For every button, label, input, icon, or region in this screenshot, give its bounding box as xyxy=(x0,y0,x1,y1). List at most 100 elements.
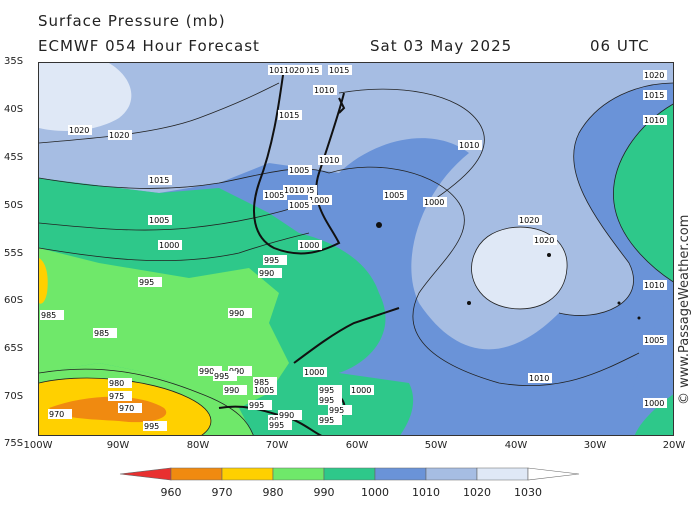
isobar-label-bg xyxy=(143,421,167,431)
isobar-label-bg xyxy=(278,110,302,120)
isobar-label: 1020 xyxy=(644,71,664,80)
fill-west-tip xyxy=(39,258,48,304)
high-center xyxy=(471,227,568,309)
isobar-label-bg xyxy=(298,65,322,75)
isobar-label-bg xyxy=(148,175,172,185)
isobar-label-bg xyxy=(263,255,287,265)
isobar-label: 970 xyxy=(49,410,64,419)
isobar-label: 995 xyxy=(144,422,159,431)
legend-tick-label: 1030 xyxy=(514,486,542,499)
isobar-label-bg xyxy=(643,280,667,290)
isobar-label-bg xyxy=(308,195,332,205)
isobar-label-bg xyxy=(148,215,172,225)
isobar-label-bg xyxy=(223,385,247,395)
isobar-label: 970 xyxy=(119,404,134,413)
isobar-label-bg xyxy=(528,373,552,383)
isobar-label: 1000 xyxy=(304,368,324,377)
isobar-label-bg xyxy=(328,405,352,415)
isobar-label-bg xyxy=(253,377,277,387)
isobar-label-bg xyxy=(328,65,352,75)
fill-east-blue xyxy=(619,286,673,435)
lat-label: 65S xyxy=(4,343,24,354)
isobar-label: 1010 xyxy=(284,186,304,195)
lon-label: 60W xyxy=(345,440,369,451)
isobar-label: 975 xyxy=(109,392,124,401)
isobar-label-bg xyxy=(68,125,92,135)
isobar-label-bg xyxy=(118,403,142,413)
legend-swatch xyxy=(272,467,325,481)
isobar-label-bg xyxy=(318,415,342,425)
isobar-label: 995 xyxy=(269,421,284,430)
islands xyxy=(376,222,641,320)
legend-swatch xyxy=(170,467,223,481)
isobar-label-bg xyxy=(48,409,72,419)
isobar-label-bg xyxy=(643,90,667,100)
isobar-label: 995 xyxy=(329,406,344,415)
isobar-label-bg xyxy=(93,328,117,338)
isobar-label-bg xyxy=(318,395,342,405)
isobar-label: 990 xyxy=(199,367,214,376)
isobar-label: 1000 xyxy=(159,241,179,250)
isobar-label-bg xyxy=(228,366,252,376)
lat-label: 40S xyxy=(4,104,24,115)
isobar-label-bg xyxy=(643,335,667,345)
isobar-label-bg xyxy=(288,200,312,210)
legend-swatch xyxy=(527,467,580,481)
isobar-label-bg xyxy=(318,385,342,395)
isobar-label: 1020 xyxy=(534,236,554,245)
isobar-label: 995 xyxy=(249,401,264,410)
lon-label: 80W xyxy=(186,440,210,451)
isobar-label-bg xyxy=(228,308,252,318)
legend-swatch xyxy=(221,467,274,481)
isobar-label: 1005 xyxy=(644,336,664,345)
legend-tick-label: 980 xyxy=(263,486,284,499)
isobar-label: 1015 xyxy=(149,176,169,185)
credit-text: © www.PassageWeather.com xyxy=(677,215,692,405)
forecast-time: 06 UTC xyxy=(590,37,650,55)
isobar-label-bg xyxy=(318,155,342,165)
isobar-label-bg xyxy=(258,268,282,278)
lat-label: 60S xyxy=(4,295,24,306)
isobar-label-bg xyxy=(283,185,307,195)
isobar-label-bg xyxy=(268,420,292,430)
isobar-label: 990 xyxy=(229,309,244,318)
isobar-label-bg xyxy=(283,65,307,75)
isobar-label-bg xyxy=(643,115,667,125)
isobar-label: 1000 xyxy=(309,196,329,205)
lon-label: 90W xyxy=(106,440,130,451)
isobar-label: 1015 xyxy=(269,66,289,75)
isobar-label-bg xyxy=(213,371,237,381)
legend-tick-label: 990 xyxy=(314,486,335,499)
lat-label: 55S xyxy=(4,248,24,259)
color-legend: 960 970 980 990 1000 1010 1020 1030 xyxy=(119,467,580,499)
isobar-label-bg xyxy=(533,235,557,245)
lon-label: 30W xyxy=(583,440,607,451)
isobar-label: 1000 xyxy=(299,241,319,250)
isobar-labels: 1020101510151015101010101005100510051005… xyxy=(40,65,667,431)
isobar-label: 995 xyxy=(319,396,334,405)
isobar-label: 1005 xyxy=(289,166,309,175)
isobar-label: 1005 xyxy=(149,216,169,225)
isobar-label: 1020 xyxy=(69,126,89,135)
isobar-label: 1010 xyxy=(529,374,549,383)
isobar-label: 990 xyxy=(259,269,274,278)
lat-label: 70S xyxy=(4,391,24,402)
isobar-label: 1015 xyxy=(299,66,319,75)
legend-tick-label: 1000 xyxy=(361,486,389,499)
isobar-label: 1015 xyxy=(329,66,349,75)
isobar-label-bg xyxy=(108,391,132,401)
legend-tick-label: 960 xyxy=(161,486,182,499)
isobar-label-bg xyxy=(158,240,182,250)
lat-label: 50S xyxy=(4,200,24,211)
isobar-label: 1010 xyxy=(644,281,664,290)
isobar-label: 995 xyxy=(214,372,229,381)
isobar-label: 1000 xyxy=(644,399,664,408)
legend-tick-label: 1020 xyxy=(463,486,491,499)
legend-swatch xyxy=(374,467,427,481)
isobar-label: 1010 xyxy=(459,141,479,150)
isobar-label-bg xyxy=(313,85,337,95)
pressure-map[interactable]: 1020 1015 1015 1015 1010 1010 1005 1005 1005 1005… xyxy=(38,62,674,436)
lon-label: 20W xyxy=(662,440,686,451)
isobar-label: 1020 xyxy=(519,216,539,225)
isobar-label: 1020 xyxy=(109,131,129,140)
